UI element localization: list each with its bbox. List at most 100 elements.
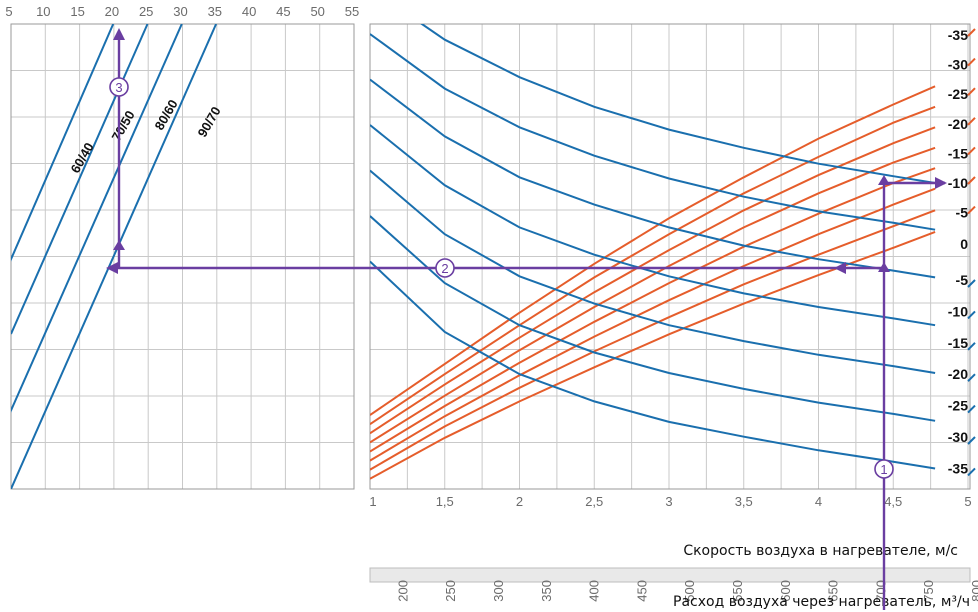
red-curve-5 bbox=[370, 187, 936, 462]
left-line-70-50 bbox=[11, 24, 149, 335]
right-temp-labels: -35 -30 -25 -20 -15 -10 -5 0 -5 -10 -15 -20 -25 -30 -3… bbox=[948, 27, 976, 477]
airflow-tick-label: 400 bbox=[587, 580, 602, 602]
x-axis-title-airflow: Расход воздуха через нагреватель, м³/ч bbox=[673, 594, 970, 610]
left-x-tick-label: 35 bbox=[208, 4, 222, 19]
outlet-temp-label: -25 bbox=[948, 86, 968, 102]
outlet-temp-label: -30 bbox=[948, 57, 968, 73]
outlet-temp-marker bbox=[967, 146, 976, 156]
left-x-tick-label: 25 bbox=[139, 4, 153, 19]
airflow-tick-label: 600 bbox=[778, 580, 793, 602]
left-x-tick-label: 30 bbox=[173, 4, 187, 19]
blue-curve-4 bbox=[370, 169, 936, 374]
right-x-tick-label: 5 bbox=[964, 494, 971, 509]
left-x-tick-label: 55 bbox=[345, 4, 359, 19]
right-x-tick-label: 1 bbox=[369, 494, 376, 509]
label-90-70: 90/70 bbox=[194, 104, 223, 140]
outlet-temp-marker bbox=[967, 87, 976, 96]
inlet-temp-marker bbox=[967, 404, 976, 414]
blue-curve-3 bbox=[370, 124, 936, 327]
right-x-tick-label: 1,5 bbox=[436, 494, 454, 509]
left-x-tick-label: 15 bbox=[70, 4, 84, 19]
path-arrow-up-left-lower bbox=[113, 240, 125, 250]
left-frame bbox=[10, 23, 355, 490]
marker-step-2-label: 2 bbox=[441, 261, 448, 276]
right-curves bbox=[370, 24, 936, 480]
marker-step-3 bbox=[109, 77, 129, 97]
left-line-80-60 bbox=[11, 24, 183, 413]
zero-temp-label: 0 bbox=[960, 236, 968, 252]
path-arrow-right bbox=[935, 177, 947, 189]
blue-curve-1 bbox=[370, 33, 936, 231]
outlet-temp-label: -35 bbox=[948, 27, 968, 43]
airflow-tick-label: 550 bbox=[730, 580, 745, 602]
outlet-temp-label: -20 bbox=[948, 116, 968, 132]
inlet-temp-marker bbox=[967, 373, 976, 382]
left-x-tick-label: 10 bbox=[36, 4, 50, 19]
inlet-temp-marker bbox=[967, 467, 976, 477]
marker-step-3-label: 3 bbox=[115, 80, 122, 95]
left-curves bbox=[11, 24, 218, 489]
label-60-40: 60/40 bbox=[67, 140, 96, 176]
marker-step-1-label: 1 bbox=[880, 462, 887, 477]
right-x-tick-label: 2 bbox=[516, 494, 523, 509]
left-grid bbox=[10, 24, 355, 489]
airflow-tick-label: 800 bbox=[969, 580, 978, 602]
left-line-90-70 bbox=[11, 24, 218, 489]
inlet-temp-label: -15 bbox=[948, 335, 968, 351]
inlet-temp-label: -20 bbox=[948, 366, 968, 382]
outlet-temp-label: -10 bbox=[948, 175, 968, 191]
airflow-tick-label: 200 bbox=[395, 580, 410, 602]
red-curve-2 bbox=[370, 126, 936, 435]
inlet-temp-marker bbox=[967, 310, 976, 320]
left-x-tick-label: 45 bbox=[276, 4, 290, 19]
label-70-50: 70/50 bbox=[108, 108, 137, 144]
right-x-tick-label: 3 bbox=[665, 494, 672, 509]
outlet-temp-marker bbox=[967, 28, 976, 37]
marker-step-1 bbox=[874, 459, 894, 479]
red-curve-1 bbox=[370, 105, 936, 426]
path-arrow-up-left-top bbox=[113, 28, 125, 40]
red-curve-6 bbox=[370, 209, 936, 471]
left-line-60-40 bbox=[11, 24, 115, 262]
outlet-temp-marker bbox=[967, 57, 976, 67]
inlet-temp-marker bbox=[967, 279, 976, 288]
left-x-tick-label: 5 bbox=[5, 4, 12, 19]
inlet-temp-label: -5 bbox=[956, 272, 969, 288]
right-x-tick-label: 2,5 bbox=[585, 494, 603, 509]
blue-curve-2 bbox=[370, 78, 936, 279]
selection-path: 1 2 3 bbox=[106, 28, 947, 610]
outlet-temp-label: -15 bbox=[948, 145, 968, 161]
inlet-temp-marker bbox=[967, 436, 976, 445]
airflow-scale-band bbox=[369, 567, 971, 583]
path-arrow-left-left-panel bbox=[106, 262, 118, 274]
inlet-temp-label: -10 bbox=[948, 303, 968, 319]
airflow-tick-label: 650 bbox=[826, 580, 841, 602]
airflow-tick-label: 500 bbox=[682, 580, 697, 602]
x-axis-title-speed: Скорость воздуха в нагревателе, м/с bbox=[683, 543, 958, 559]
inlet-temp-marker bbox=[967, 342, 976, 351]
outlet-temp-marker bbox=[967, 176, 976, 185]
airflow-tick-label: 750 bbox=[921, 580, 936, 602]
left-x-tick-label: 20 bbox=[105, 4, 119, 19]
right-x-tick-label: 4,5 bbox=[884, 494, 902, 509]
outlet-temp-label: -5 bbox=[956, 205, 969, 221]
airflow-tick-label: 300 bbox=[491, 580, 506, 602]
inlet-temp-label: -25 bbox=[948, 398, 968, 414]
inlet-temp-label: -35 bbox=[948, 460, 968, 476]
blue-curve-5 bbox=[370, 215, 936, 422]
outlet-temp-marker bbox=[967, 117, 976, 126]
right-x-tick-label: 3,5 bbox=[735, 494, 753, 509]
right-panel: -35 -30 -25 -20 -15 -10 -5 0 -5 -10 -15 -20 -25 -30 -3… bbox=[369, 23, 978, 610]
red-curve-0 bbox=[370, 85, 936, 416]
marker-step-2 bbox=[435, 258, 455, 278]
airflow-tick-label: 450 bbox=[634, 580, 649, 602]
inlet-temp-label: -30 bbox=[948, 429, 968, 445]
right-x-tick-label: 4 bbox=[815, 494, 822, 509]
left-x-tick-label: 50 bbox=[310, 4, 324, 19]
red-curve-7 bbox=[370, 230, 936, 480]
right-x-ticks: 1 1,5 2 2,5 3 3,5 4 4,5 5 bbox=[369, 494, 971, 509]
path-arrow-left-right-panel bbox=[834, 262, 846, 274]
